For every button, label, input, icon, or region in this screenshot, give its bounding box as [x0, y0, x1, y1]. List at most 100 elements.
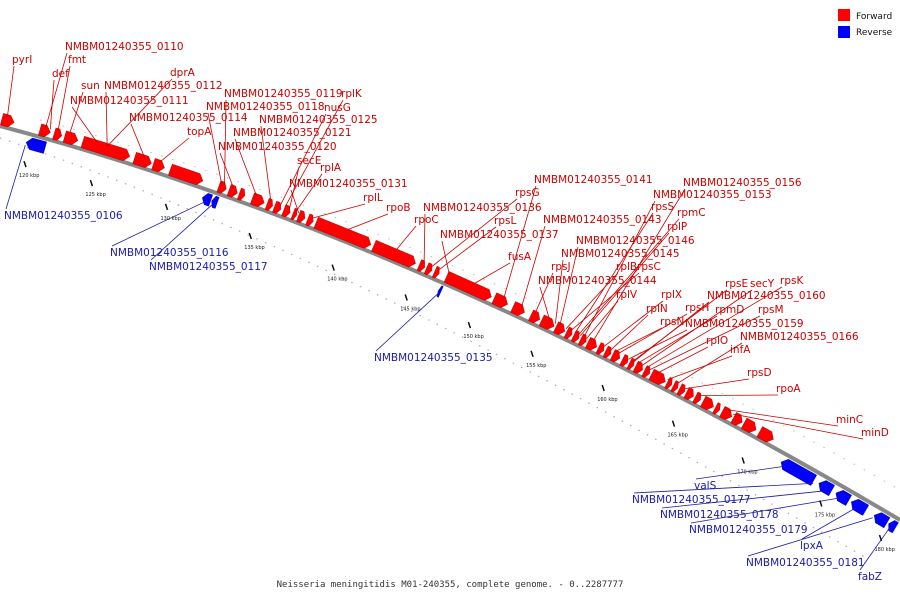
forward-gene-26[interactable] — [528, 309, 541, 324]
reverse-gene-9[interactable] — [888, 520, 899, 534]
gene-label-fmt[interactable]: fmt — [68, 54, 86, 66]
gene-label-nmbm01240355-0116[interactable]: NMBM01240355_0116 — [110, 247, 229, 259]
gene-label-rpsh[interactable]: rpsH — [685, 302, 709, 314]
gene-label-rpsg[interactable]: rpsG — [515, 187, 540, 199]
gene-label-nmbm01240355-0117[interactable]: NMBM01240355_0117 — [149, 261, 268, 273]
gene-label-secy[interactable]: secY — [750, 278, 775, 290]
forward-gene-43[interactable] — [676, 383, 686, 397]
gene-label-sun[interactable]: sun — [81, 80, 100, 92]
gene-label-rpll[interactable]: rplL — [363, 192, 383, 204]
forward-gene-27[interactable] — [538, 314, 555, 330]
forward-gene-12[interactable] — [264, 198, 273, 211]
gene-label-nmbm01240355-0177[interactable]: NMBM01240355_0177 — [632, 494, 751, 506]
gene-label-pyri[interactable]: pyrI — [12, 54, 32, 66]
gene-label-rpsj[interactable]: rpsJ — [551, 261, 571, 273]
forward-gene-9[interactable] — [226, 184, 238, 198]
gene-label-topa[interactable]: topA — [187, 126, 212, 138]
forward-gene-22[interactable] — [431, 265, 440, 279]
gene-label-nmbm01240355-0153[interactable]: NMBM01240355_0153 — [653, 189, 772, 201]
gene-label-nmbm01240355-0136[interactable]: NMBM01240355_0136 — [423, 202, 542, 214]
gene-label-nmbm01240355-0106[interactable]: NMBM01240355_0106 — [4, 210, 123, 222]
gene-label-rpla[interactable]: rplA — [320, 162, 342, 174]
gene-label-rpsk[interactable]: rpsK — [780, 275, 804, 287]
forward-gene-1[interactable] — [38, 123, 51, 138]
forward-gene-10[interactable] — [236, 187, 246, 201]
gene-label-rpsd[interactable]: rpsD — [747, 367, 772, 379]
gene-label-rpmd[interactable]: rpmD — [715, 304, 744, 316]
gene-label-nmbm01240355-0141[interactable]: NMBM01240355_0141 — [534, 174, 653, 186]
gene-label-nmbm01240355-0146[interactable]: NMBM01240355_0146 — [576, 235, 695, 247]
forward-gene-46[interactable] — [700, 395, 714, 411]
forward-gene-16[interactable] — [296, 210, 306, 224]
forward-gene-42[interactable] — [670, 380, 679, 393]
forward-gene-18[interactable] — [313, 216, 372, 249]
forward-gene-37[interactable] — [626, 357, 635, 371]
gene-label-rpoa[interactable]: rpoA — [776, 383, 801, 395]
gene-label-fabz[interactable]: fabZ — [858, 571, 882, 583]
gene-label-nmbm01240355-0178[interactable]: NMBM01240355_0178 — [660, 509, 779, 521]
gene-label-rpmc[interactable]: rpmC — [677, 207, 706, 219]
gene-label-nmbm01240355-0112[interactable]: NMBM01240355_0112 — [104, 80, 223, 92]
gene-label-nmbm01240355-0143[interactable]: NMBM01240355_0143 — [543, 214, 662, 226]
gene-label-nmbm01240355-0137[interactable]: NMBM01240355_0137 — [440, 229, 559, 241]
forward-gene-7[interactable] — [168, 163, 204, 186]
gene-label-nmbm01240355-0179[interactable]: NMBM01240355_0179 — [689, 524, 808, 536]
forward-gene-0[interactable] — [0, 113, 15, 128]
gene-label-rpsm[interactable]: rpsM — [758, 304, 784, 316]
gene-label-def[interactable]: def — [52, 68, 69, 80]
forward-gene-44[interactable] — [683, 387, 694, 401]
gene-label-nmbm01240355-0110[interactable]: NMBM01240355_0110 — [65, 41, 184, 53]
forward-gene-3[interactable] — [62, 130, 79, 146]
forward-gene-28[interactable] — [553, 321, 566, 336]
gene-label-nmbm01240355-0166[interactable]: NMBM01240355_0166 — [740, 331, 859, 343]
reverse-gene-1[interactable] — [202, 193, 213, 207]
gene-label-rpss[interactable]: rpsS — [651, 201, 674, 213]
gene-label-mind[interactable]: minD — [861, 427, 889, 439]
gene-label-nmbm01240355-0125[interactable]: NMBM01240355_0125 — [259, 114, 378, 126]
forward-gene-47[interactable] — [712, 402, 721, 415]
gene-label-vals[interactable]: valS — [694, 480, 717, 492]
reverse-gene-5[interactable] — [818, 480, 835, 497]
gene-label-sece[interactable]: secE — [297, 155, 321, 167]
gene-label-rpsl[interactable]: rpsL — [494, 215, 516, 227]
forward-gene-33[interactable] — [595, 342, 605, 355]
forward-gene-8[interactable] — [216, 180, 227, 194]
reverse-gene-0[interactable] — [25, 137, 47, 154]
gene-label-rpse[interactable]: rpsE — [725, 278, 748, 290]
reverse-gene-7[interactable] — [851, 498, 870, 516]
forward-gene-6[interactable] — [151, 158, 165, 173]
gene-label-rpln[interactable]: rplN — [646, 303, 668, 315]
gene-label-rpob[interactable]: rpoB — [386, 202, 411, 214]
gene-label-nmbm01240355-0159[interactable]: NMBM01240355_0159 — [685, 318, 804, 330]
forward-gene-25[interactable] — [510, 301, 525, 316]
forward-gene-21[interactable] — [423, 262, 433, 276]
gene-label-rplb[interactable]: rplB — [616, 261, 637, 273]
forward-gene-4[interactable] — [80, 136, 131, 162]
gene-label-nmbm01240355-0111[interactable]: NMBM01240355_0111 — [70, 95, 189, 107]
forward-gene-40[interactable] — [648, 368, 666, 385]
forward-gene-48[interactable] — [719, 406, 733, 420]
forward-gene-13[interactable] — [272, 200, 282, 214]
gene-label-rpoc[interactable]: rpoC — [414, 214, 439, 226]
forward-gene-15[interactable] — [290, 207, 298, 221]
gene-label-nusg[interactable]: nusG — [324, 102, 351, 114]
gene-label-minc[interactable]: minC — [836, 414, 863, 426]
gene-label-nmbm01240355-0118[interactable]: NMBM01240355_0118 — [206, 101, 325, 113]
gene-label-nmbm01240355-0135[interactable]: NMBM01240355_0135 — [374, 352, 493, 364]
gene-label-nmbm01240355-0131[interactable]: NMBM01240355_0131 — [289, 178, 408, 190]
gene-label-nmbm01240355-0119[interactable]: NMBM01240355_0119 — [224, 88, 343, 100]
gene-label-nmbm01240355-0114[interactable]: NMBM01240355_0114 — [129, 112, 248, 124]
forward-gene-50[interactable] — [740, 417, 757, 434]
forward-gene-24[interactable] — [491, 292, 508, 309]
gene-label-rplp[interactable]: rplP — [667, 221, 687, 233]
forward-gene-32[interactable] — [584, 337, 597, 351]
reverse-gene-8[interactable] — [873, 512, 891, 529]
forward-gene-17[interactable] — [305, 213, 314, 227]
forward-gene-29[interactable] — [563, 326, 573, 340]
gene-label-rplo[interactable]: rplO — [706, 335, 728, 347]
gene-label-rplx[interactable]: rplX — [661, 289, 682, 301]
reverse-gene-2[interactable] — [211, 195, 220, 209]
reverse-gene-6[interactable] — [835, 490, 852, 506]
gene-label-lpxa[interactable]: lpxA — [800, 540, 824, 552]
gene-label-nmbm01240355-0145[interactable]: NMBM01240355_0145 — [561, 248, 680, 260]
